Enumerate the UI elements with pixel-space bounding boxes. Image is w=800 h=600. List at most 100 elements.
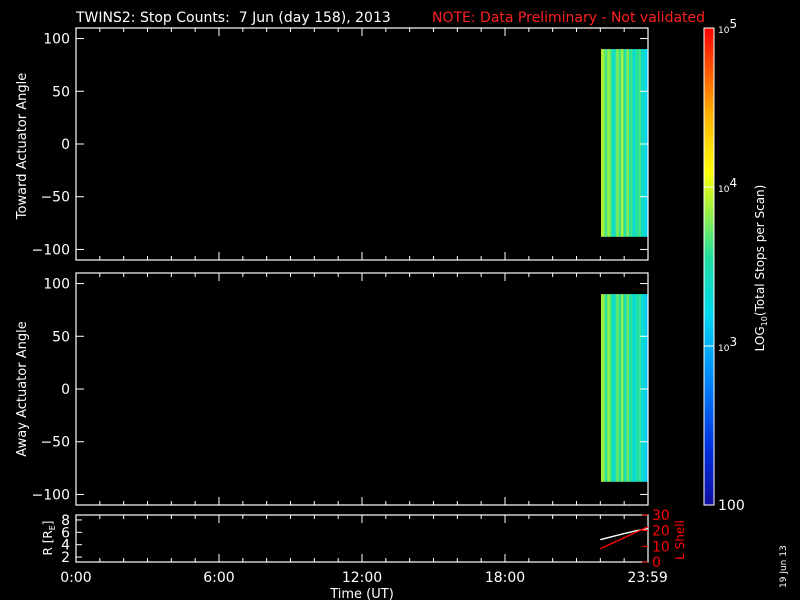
away-column bbox=[631, 294, 634, 482]
l-shell-series-line bbox=[600, 526, 649, 550]
toward-column bbox=[614, 49, 617, 237]
away-column bbox=[620, 294, 622, 482]
toward-column bbox=[611, 49, 614, 237]
away-tick-label: −100 bbox=[32, 487, 70, 503]
toward-angle-panel: 100 50 0 −50 −100 Toward Actuator Angle bbox=[15, 27, 649, 261]
toward-y-axis-label: Toward Actuator Angle bbox=[15, 73, 30, 220]
away-column bbox=[601, 294, 603, 482]
away-column bbox=[640, 294, 643, 482]
away-y-ticks: 100 50 0 −50 −100 bbox=[32, 273, 649, 505]
l-shell-tick-label: 0 bbox=[652, 555, 661, 571]
toward-tick-label: 50 bbox=[52, 84, 70, 100]
away-heatmap bbox=[601, 294, 649, 482]
away-column bbox=[627, 294, 630, 482]
toward-column bbox=[627, 49, 630, 237]
toward-tick-label: −100 bbox=[32, 242, 70, 258]
away-column bbox=[625, 294, 628, 482]
toward-column bbox=[615, 49, 618, 237]
colorbar-tick-label: 105 bbox=[718, 17, 737, 36]
toward-column bbox=[634, 49, 637, 237]
r-label-text: R [R bbox=[41, 530, 55, 555]
away-column bbox=[628, 294, 631, 482]
away-column bbox=[615, 294, 618, 482]
away-column bbox=[605, 294, 608, 482]
toward-column bbox=[608, 49, 611, 237]
away-column bbox=[645, 294, 647, 482]
toward-column bbox=[618, 49, 621, 237]
r-label-end: ] bbox=[41, 521, 55, 526]
away-column bbox=[636, 294, 639, 482]
toward-column bbox=[603, 49, 606, 237]
toward-column bbox=[601, 49, 603, 237]
colorbar-label-sub: 10 bbox=[760, 316, 769, 326]
away-column bbox=[611, 294, 614, 482]
toward-column bbox=[621, 49, 624, 237]
toward-tick-label: 100 bbox=[43, 32, 70, 48]
away-column bbox=[609, 294, 612, 482]
away-column bbox=[608, 294, 611, 482]
away-column bbox=[623, 294, 625, 482]
r-axis-label: R [RE] bbox=[41, 521, 57, 556]
figure-title: TWINS2: Stop Counts: 7 Jun (day 158), 20… bbox=[75, 10, 391, 26]
colorbar-tick-label: 103 bbox=[718, 335, 737, 354]
time-tick-label: 23:59 bbox=[627, 570, 667, 586]
toward-column bbox=[628, 49, 631, 237]
away-tick-label: −50 bbox=[40, 435, 70, 451]
away-column bbox=[643, 294, 646, 482]
colorbar-tick-label: 104 bbox=[718, 176, 737, 195]
time-tick-label: 18:00 bbox=[485, 570, 525, 586]
time-tick-label: 12:00 bbox=[342, 570, 382, 586]
toward-column bbox=[637, 49, 640, 237]
time-tick-label: 0:00 bbox=[60, 570, 91, 586]
x-axis-label: Time (UT) bbox=[329, 587, 394, 600]
colorbar-tick-label: 100 bbox=[718, 498, 745, 514]
toward-column bbox=[624, 49, 627, 237]
toward-column bbox=[633, 49, 636, 237]
toward-column bbox=[640, 49, 643, 237]
toward-column bbox=[606, 49, 609, 237]
away-column bbox=[637, 294, 640, 482]
away-column bbox=[642, 294, 644, 482]
toward-column bbox=[612, 49, 615, 237]
away-column bbox=[602, 294, 605, 482]
toward-y-ticks: 100 50 0 −50 −100 bbox=[32, 28, 649, 260]
toward-heatmap bbox=[601, 49, 649, 237]
l-shell-tick-label: 30 bbox=[652, 508, 670, 524]
preliminary-note: NOTE: Data Preliminary - Not validated bbox=[432, 10, 705, 26]
colorbar-label-main: LOG bbox=[753, 326, 767, 351]
toward-column bbox=[636, 49, 639, 237]
colorbar-gradient bbox=[704, 28, 714, 505]
away-tick-label: 100 bbox=[43, 277, 70, 293]
toward-column bbox=[639, 49, 642, 237]
r-label-sub: E bbox=[48, 525, 57, 530]
toward-column bbox=[630, 49, 633, 237]
toward-column bbox=[605, 49, 608, 237]
away-column bbox=[624, 294, 627, 482]
away-y-axis-label: Away Actuator Angle bbox=[15, 321, 30, 456]
away-column bbox=[617, 294, 620, 482]
l-shell-tick-label: 10 bbox=[652, 539, 670, 555]
l-shell-tick-label: 20 bbox=[652, 524, 670, 540]
away-column bbox=[606, 294, 609, 482]
r-tick-label: 2 bbox=[61, 550, 70, 566]
toward-column bbox=[642, 49, 644, 237]
colorbar-label-rest: (Total Stops per Scan) bbox=[753, 185, 767, 316]
away-column bbox=[603, 294, 606, 482]
away-tick-label: 50 bbox=[52, 329, 70, 345]
away-column bbox=[634, 294, 637, 482]
toward-column bbox=[623, 49, 625, 237]
date-stamp: 19 Jun 13 bbox=[779, 545, 789, 588]
toward-column bbox=[645, 49, 647, 237]
l-shell-axis-label: L Shell bbox=[673, 520, 687, 560]
r-tick-label: 8 bbox=[61, 513, 70, 529]
away-column bbox=[639, 294, 642, 482]
orbit-lines bbox=[600, 526, 649, 550]
away-column bbox=[614, 294, 617, 482]
away-tick-label: 0 bbox=[61, 382, 70, 398]
colorbar-label: LOG10(Total Stops per Scan) bbox=[753, 185, 769, 352]
toward-tick-label: 0 bbox=[61, 137, 70, 153]
toward-column bbox=[643, 49, 646, 237]
toward-tick-label: −50 bbox=[40, 190, 70, 206]
